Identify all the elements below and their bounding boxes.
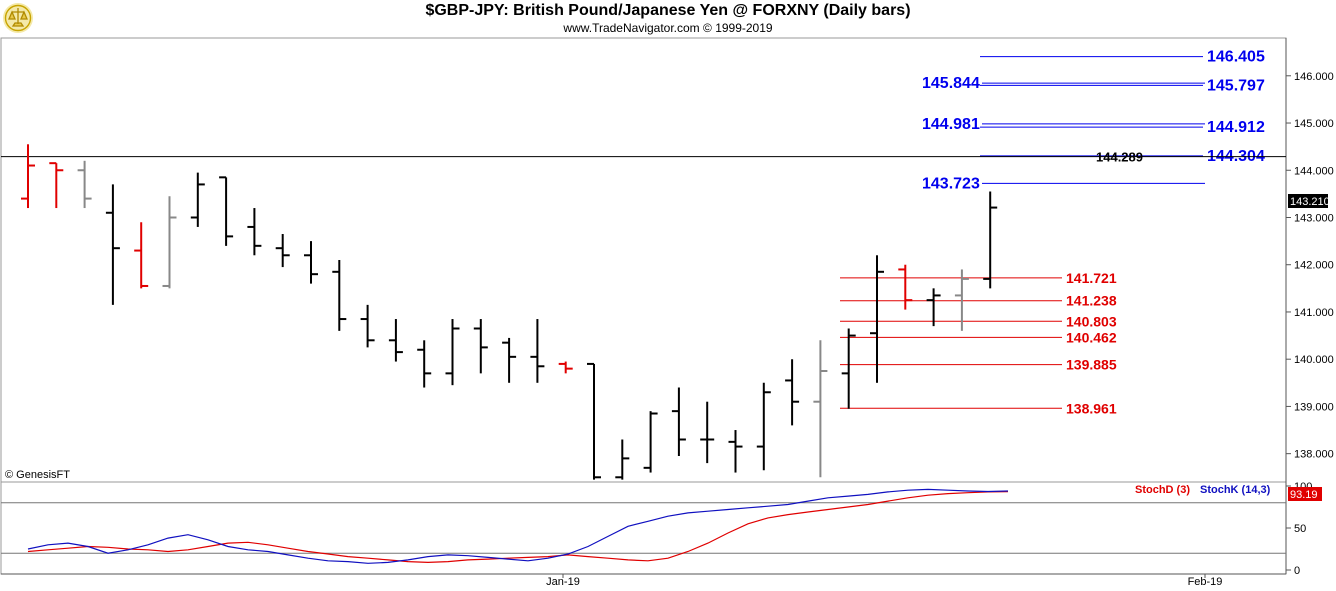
ohlc-bar (275, 234, 290, 268)
level-label: 145.797 (1207, 77, 1265, 94)
stoch-value-tag (1288, 487, 1322, 501)
ohlc-bar (473, 319, 488, 374)
ohlc-bar (530, 319, 545, 383)
ohlc-bar (615, 439, 630, 480)
level-label: 144.981 (922, 116, 980, 133)
x-axis-ticks: Jan-19 Feb-19 (546, 574, 1222, 588)
ohlc-bar (77, 160, 92, 209)
ohlc-bar (700, 401, 715, 464)
stoch-grid (1, 502, 1286, 554)
ohlc-bars (21, 144, 998, 480)
horizontal-line-label: 144.289 (1096, 150, 1143, 165)
logo (3, 2, 33, 34)
ohlc-bar (49, 162, 64, 209)
level-label: 144.912 (1207, 119, 1265, 136)
ohlc-bar (219, 176, 234, 246)
ohlc-bar (785, 359, 800, 426)
ohlc-bar (105, 184, 120, 305)
legend-stoch-k: StochK (14,3) (1200, 484, 1271, 496)
price-tick-label: 141.000 (1294, 307, 1334, 319)
ohlc-bar (445, 319, 460, 386)
chart-title: $GBP-JPY: British Pound/Japanese Yen @ F… (425, 2, 911, 19)
level-label: 146.405 (1207, 49, 1265, 66)
stoch-series-k (27, 488, 1009, 564)
stoch-tick-label: 0 (1294, 565, 1300, 577)
price-tick-label: 142.000 (1294, 260, 1334, 272)
ohlc-bar (190, 172, 205, 227)
ohlc-bar (898, 264, 913, 310)
ohlc-bar (870, 255, 884, 383)
price-tick-label: 139.000 (1294, 401, 1334, 413)
ohlc-bar (983, 191, 998, 289)
level-label: 138.961 (1066, 400, 1117, 416)
level-label: 143.723 (922, 175, 980, 192)
copyright: © GenesisFT (5, 469, 70, 481)
ohlc-bar (813, 340, 828, 478)
price-tick-label: 138.000 (1294, 449, 1334, 461)
ohlc-bar (926, 288, 941, 327)
ohlc-bar (841, 328, 856, 409)
stoch-tick-label: 50 (1294, 523, 1306, 535)
level-label: 145.844 (922, 75, 980, 92)
price-y-ticks: 138.000 139.000 140.000 141.000 142.000 143.0… (1286, 71, 1334, 461)
x-tick-label: Feb-19 (1188, 576, 1223, 588)
price-tick-label: 140.000 (1294, 354, 1334, 366)
ohlc-bar (21, 144, 35, 209)
ohlc-bar (304, 241, 318, 284)
ohlc-bar (360, 304, 375, 348)
level-label: 141.721 (1066, 270, 1117, 286)
stoch-last-value: 93.19 (1290, 489, 1318, 501)
ohlc-bar (417, 340, 432, 388)
level-label: 140.462 (1066, 329, 1117, 345)
stoch-lines (27, 488, 1009, 564)
last-price-tag (1288, 194, 1328, 208)
stoch-series-d (27, 491, 1009, 564)
ohlc-bar (247, 208, 262, 256)
ohlc-bar (502, 337, 517, 383)
x-tick-label: Jan-19 (546, 576, 580, 588)
ohlc-bar (643, 411, 658, 473)
ohlc-bar (558, 361, 573, 374)
price-tick-label: 145.000 (1294, 118, 1334, 130)
ohlc-bar (671, 387, 686, 457)
level-label: 139.885 (1066, 357, 1117, 373)
ohlc-bar (162, 196, 177, 289)
chart-header: $GBP-JPY: British Pound/Japanese Yen @ F… (0, 0, 1336, 38)
price-tick-label: 143.000 (1294, 212, 1334, 224)
ohlc-bar (756, 382, 771, 471)
ohlc-bar (954, 269, 969, 331)
ohlc-bar (388, 319, 403, 362)
chart-subtitle: www.TradeNavigator.com © 1999-2019 (563, 21, 773, 35)
ohlc-bar (332, 260, 347, 331)
price-tick-label: 144.000 (1294, 165, 1334, 177)
level-label: 141.238 (1066, 293, 1117, 309)
ohlc-bar (728, 430, 743, 473)
ohlc-bar (587, 362, 601, 480)
last-price-value: 143.210 (1290, 196, 1330, 208)
price-tick-label: 146.000 (1294, 71, 1334, 83)
level-label: 140.803 (1066, 313, 1117, 329)
legend-stoch-d: StochD (3) (1135, 484, 1190, 496)
ohlc-bar (134, 222, 149, 289)
